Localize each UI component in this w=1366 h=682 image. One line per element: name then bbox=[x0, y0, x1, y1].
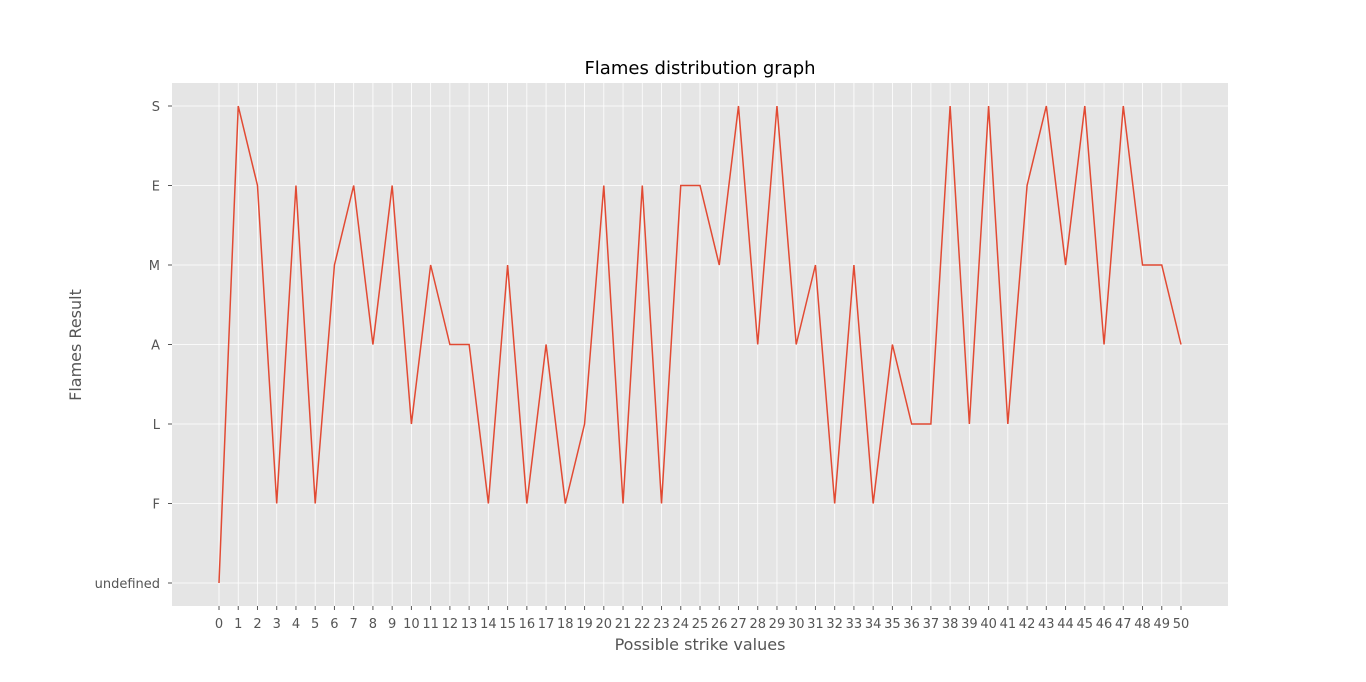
x-tick-label: 42 bbox=[1019, 617, 1036, 632]
x-tick-label: 8 bbox=[369, 617, 377, 632]
x-tick-label: 10 bbox=[403, 617, 420, 632]
x-tick-label: 30 bbox=[788, 617, 805, 632]
x-tick-label: 12 bbox=[442, 617, 459, 632]
x-tick-label: 24 bbox=[672, 617, 689, 632]
y-tick-label: M bbox=[149, 259, 160, 274]
x-tick-label: 17 bbox=[538, 617, 555, 632]
y-tick-label: S bbox=[152, 100, 160, 115]
x-tick-label: 25 bbox=[692, 617, 709, 632]
x-tick-label: 50 bbox=[1173, 617, 1190, 632]
x-tick-label: 16 bbox=[519, 617, 536, 632]
x-tick-label: 26 bbox=[711, 617, 728, 632]
x-tick-label: 28 bbox=[749, 617, 766, 632]
ticks: 0 1 2 3 4 5 6 7 8 9 10 11 12 13 14 15 16 17 18 19 20 21 22 23 24… bbox=[95, 100, 1190, 632]
x-tick-label: 39 bbox=[961, 617, 978, 632]
x-tick-label: 33 bbox=[846, 617, 863, 632]
x-tick-label: 5 bbox=[311, 617, 319, 632]
x-tick-label: 15 bbox=[499, 617, 516, 632]
x-tick-label: 43 bbox=[1038, 617, 1055, 632]
x-tick-label: 27 bbox=[730, 617, 747, 632]
chart-title: Flames distribution graph bbox=[584, 58, 815, 79]
y-tick-label: undefined bbox=[95, 577, 160, 592]
x-tick-label: 9 bbox=[388, 617, 396, 632]
x-tick-label: 1 bbox=[234, 617, 242, 632]
x-tick-label: 18 bbox=[557, 617, 574, 632]
x-tick-label: 6 bbox=[330, 617, 338, 632]
x-tick-label: 11 bbox=[422, 617, 439, 632]
x-tick-label: 45 bbox=[1077, 617, 1094, 632]
x-tick-label: 7 bbox=[350, 617, 358, 632]
x-tick-label: 38 bbox=[942, 617, 959, 632]
x-tick-label: 44 bbox=[1057, 617, 1074, 632]
x-tick-label: 3 bbox=[273, 617, 281, 632]
x-tick-label: 0 bbox=[215, 617, 223, 632]
x-tick-label: 2 bbox=[253, 617, 261, 632]
series-line bbox=[218, 105, 1182, 584]
x-tick-label: 48 bbox=[1134, 617, 1151, 632]
y-axis-label: Flames Result bbox=[66, 289, 85, 401]
x-axis-label: Possible strike values bbox=[615, 635, 786, 654]
x-tick-label: 36 bbox=[903, 617, 920, 632]
x-tick-label: 19 bbox=[576, 617, 593, 632]
x-tick-label: 37 bbox=[923, 617, 940, 632]
x-tick-label: 14 bbox=[480, 617, 497, 632]
x-tick-label: 22 bbox=[634, 617, 651, 632]
x-tick-label: 35 bbox=[884, 617, 901, 632]
x-tick-label: 31 bbox=[807, 617, 824, 632]
x-tick-label: 40 bbox=[980, 617, 997, 632]
x-tick-label: 21 bbox=[615, 617, 632, 632]
y-tick-label: L bbox=[153, 418, 161, 433]
x-tick-label: 49 bbox=[1153, 617, 1170, 632]
x-tick-label: 29 bbox=[769, 617, 786, 632]
x-tick-label: 20 bbox=[596, 617, 613, 632]
x-tick-label: 23 bbox=[653, 617, 670, 632]
x-tick-label: 13 bbox=[461, 617, 478, 632]
y-tick-label: A bbox=[151, 339, 160, 354]
y-tick-label: F bbox=[153, 498, 160, 513]
x-tick-label: 46 bbox=[1096, 617, 1113, 632]
x-tick-label: 34 bbox=[865, 617, 882, 632]
x-tick-label: 41 bbox=[1000, 617, 1017, 632]
y-tick-label: E bbox=[152, 180, 160, 195]
x-tick-label: 4 bbox=[292, 617, 300, 632]
grid bbox=[172, 83, 1228, 606]
x-tick-label: 47 bbox=[1115, 617, 1132, 632]
x-tick-label: 32 bbox=[826, 617, 843, 632]
